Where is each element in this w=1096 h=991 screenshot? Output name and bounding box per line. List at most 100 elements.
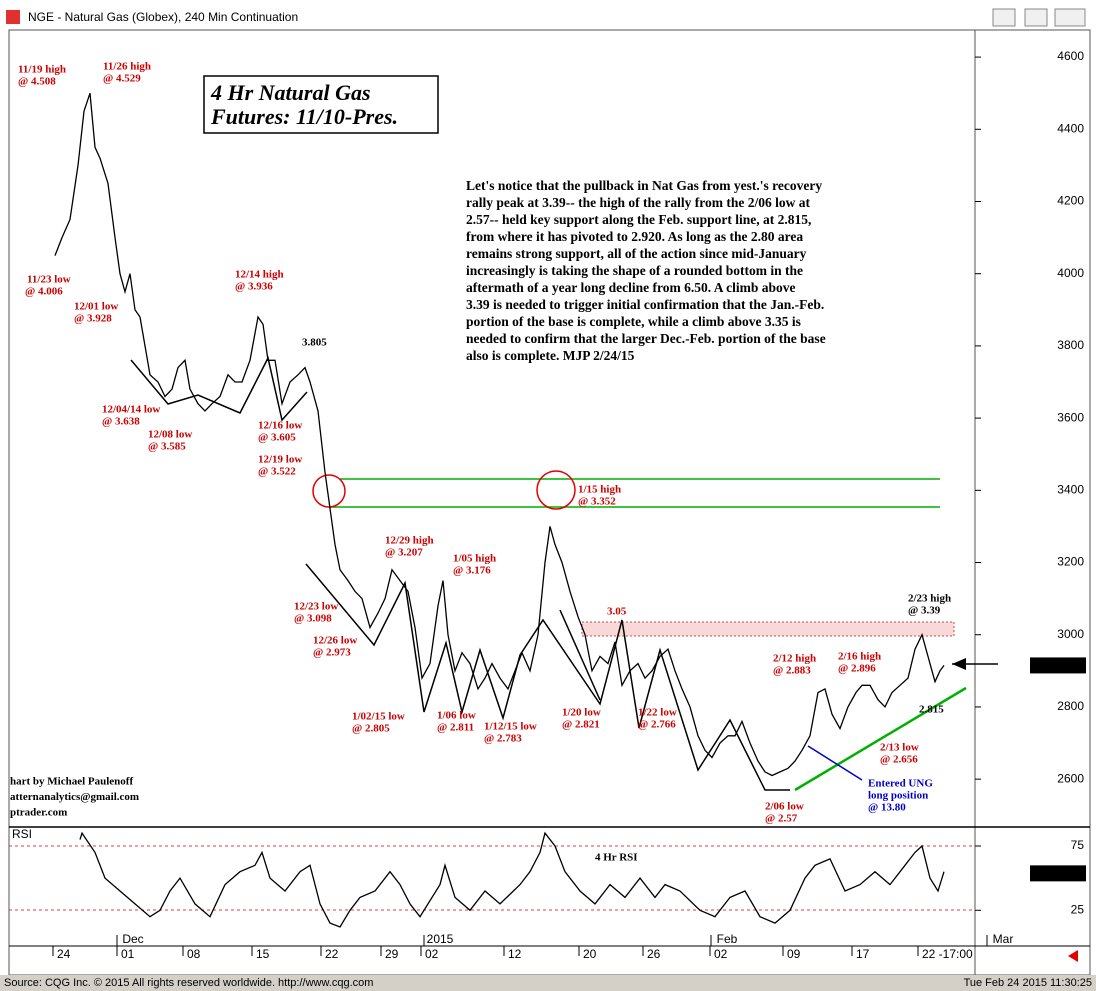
commentary-line: portion of the base is complete, while a… bbox=[466, 314, 801, 329]
annotation: @ 13.80 bbox=[868, 802, 906, 814]
annotation: @ 3.605 bbox=[258, 432, 296, 444]
annotation: @ 3.928 bbox=[74, 313, 112, 325]
month-label: Dec bbox=[122, 932, 143, 946]
annotation: 12/01 low bbox=[74, 301, 118, 313]
annotation: @ 2.57 bbox=[765, 813, 798, 825]
annotation: @ 3.176 bbox=[453, 565, 491, 577]
annotation: 12/04/14 low bbox=[102, 404, 160, 416]
annotation: 12/23 low bbox=[294, 601, 338, 613]
x-tick-label: 20 bbox=[583, 947, 597, 961]
annotation: @ 2.783 bbox=[484, 733, 522, 745]
annotation: @ 3.936 bbox=[235, 281, 273, 293]
annotation: @ 4.508 bbox=[18, 76, 56, 88]
x-tick-label: 02 bbox=[425, 947, 439, 961]
x-tick-label: 01 bbox=[121, 947, 135, 961]
commentary-line: aftermath of a year long decline from 6.… bbox=[466, 280, 795, 295]
scroll-arrow[interactable] bbox=[1068, 950, 1078, 962]
commentary-line: also is complete. MJP 2/24/15 bbox=[466, 348, 635, 363]
footer-source: Source: CQG Inc. © 2015 All rights reser… bbox=[4, 977, 373, 989]
commentary-line: needed to confirm that the larger Dec.-F… bbox=[466, 331, 826, 346]
x-tick-label: 15 bbox=[256, 947, 270, 961]
x-tick-label: 22 -17:00 bbox=[922, 947, 973, 961]
annotation: 3.805 bbox=[302, 337, 327, 349]
annotation: @ 3.585 bbox=[148, 441, 186, 453]
annotation: @ 2.766 bbox=[638, 719, 676, 731]
last-value-tag bbox=[1030, 657, 1086, 674]
annotation: @ 2.896 bbox=[838, 663, 876, 675]
annotation: @ 3.352 bbox=[578, 496, 616, 508]
annotation: 2/13 low bbox=[880, 742, 919, 754]
annotation: @ 2.821 bbox=[562, 719, 600, 731]
annotation: 12/14 high bbox=[235, 269, 284, 281]
zigzag bbox=[130, 355, 308, 422]
annotation: 1/20 low bbox=[562, 707, 601, 719]
annotation: long position bbox=[868, 790, 928, 802]
annotation: @ 3.207 bbox=[385, 547, 423, 559]
annotation: 2/06 low bbox=[765, 801, 804, 813]
x-tick-label: 29 bbox=[385, 947, 399, 961]
annotation: @ 3.39 bbox=[908, 605, 941, 617]
panel-title: 4 Hr RSI bbox=[595, 852, 638, 864]
y-tick-label: 3400 bbox=[1057, 482, 1084, 496]
annotation: 2.815 bbox=[919, 704, 944, 716]
month-label: Feb bbox=[717, 932, 738, 946]
y-tick-label: 2600 bbox=[1057, 771, 1084, 785]
credit-line: atternanalytics@gmail.com bbox=[10, 791, 139, 803]
footer-time: Tue Feb 24 2015 11:30:25 bbox=[964, 977, 1092, 989]
annotation: 12/08 low bbox=[148, 429, 192, 441]
commentary-line: 3.39 is needed to trigger initial confir… bbox=[466, 297, 824, 312]
highlight-circle bbox=[536, 470, 576, 510]
panel-label: RSI bbox=[12, 827, 32, 841]
title-line: Futures: 11/10-Pres. bbox=[210, 104, 398, 129]
y-tick-label: 4400 bbox=[1057, 121, 1084, 135]
annotation: 12/19 low bbox=[258, 454, 302, 466]
credit-line: ptrader.com bbox=[10, 807, 67, 819]
y-tick-label: 4000 bbox=[1057, 266, 1084, 280]
annotation: @ 4.529 bbox=[103, 73, 141, 85]
last-value-tag bbox=[1030, 865, 1086, 882]
window-title: NGE - Natural Gas (Globex), 240 Min Cont… bbox=[28, 10, 298, 24]
footer-bar bbox=[0, 975, 1096, 991]
annotation: 11/26 high bbox=[103, 61, 151, 73]
annotation: 12/29 high bbox=[385, 535, 434, 547]
y-tick-label: 75 bbox=[1071, 838, 1085, 852]
month-label: Mar bbox=[993, 932, 1014, 946]
annotation: 1/12/15 low bbox=[484, 721, 537, 733]
y-tick-label: 3000 bbox=[1057, 627, 1084, 641]
annotation: 12/26 low bbox=[313, 635, 357, 647]
price-line bbox=[54, 92, 945, 777]
annotation: @ 2.883 bbox=[773, 665, 811, 677]
arrow-head bbox=[952, 658, 966, 670]
x-tick-label: 02 bbox=[714, 947, 728, 961]
maximize-button[interactable] bbox=[1024, 8, 1048, 27]
app-icon bbox=[6, 10, 20, 24]
annotation: 12/16 low bbox=[258, 420, 302, 432]
commentary-line: rally peak at 3.39-- the high of the ral… bbox=[466, 195, 810, 210]
annotation: @ 3.522 bbox=[258, 466, 296, 478]
annotation: 1/22 low bbox=[638, 707, 677, 719]
last-value-label: 53.72 bbox=[1052, 866, 1082, 880]
commentary-line: remains strong support, all of the actio… bbox=[466, 246, 807, 261]
annotation: 3.05 bbox=[607, 606, 627, 618]
y-tick-label: 25 bbox=[1071, 902, 1085, 916]
y-tick-label: 2800 bbox=[1057, 699, 1084, 713]
y-tick-label: 3800 bbox=[1057, 338, 1084, 352]
annotation: 2/12 high bbox=[773, 653, 816, 665]
x-tick-label: 09 bbox=[787, 947, 801, 961]
minimize-button[interactable] bbox=[992, 8, 1016, 27]
commentary-line: Let's notice that the pullback in Nat Ga… bbox=[466, 178, 822, 193]
close-button[interactable] bbox=[1054, 8, 1086, 27]
chart-frame bbox=[8, 29, 1091, 976]
window-buttons[interactable] bbox=[992, 8, 1086, 27]
annotation: @ 2.805 bbox=[352, 723, 390, 735]
annotation: 2/16 high bbox=[838, 651, 881, 663]
y-tick-label: 4200 bbox=[1057, 194, 1084, 208]
highlight-circle bbox=[312, 474, 346, 508]
y-tick-label: 3600 bbox=[1057, 410, 1084, 424]
annotation: @ 4.006 bbox=[25, 286, 63, 298]
x-tick-label: 24 bbox=[57, 947, 71, 961]
y-tick-label: 3200 bbox=[1057, 555, 1084, 569]
title-bar bbox=[0, 0, 1096, 30]
support-trendline bbox=[794, 686, 967, 792]
entry-arrow bbox=[807, 745, 863, 781]
